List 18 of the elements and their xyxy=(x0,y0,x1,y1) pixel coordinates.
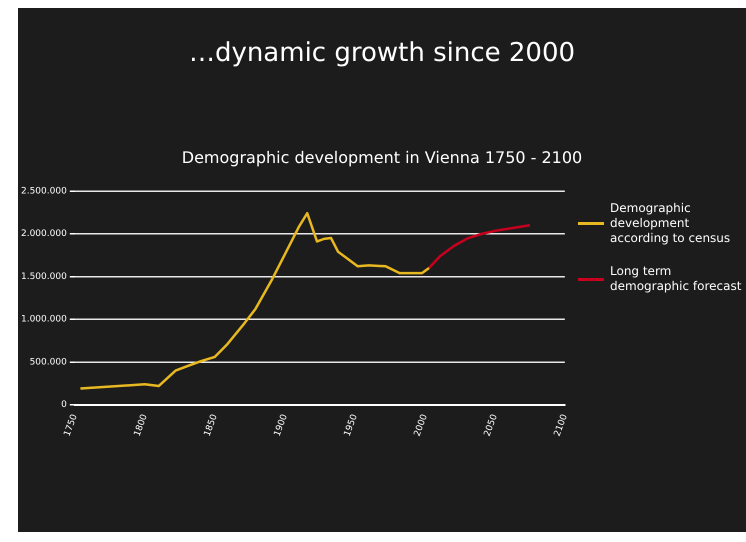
x-tick-label: 1750 xyxy=(62,412,80,438)
x-tick-label: 1800 xyxy=(132,412,150,438)
y-tick-label: 500.000 xyxy=(30,357,68,368)
y-tick-label: 0 xyxy=(61,400,68,410)
chart-subtitle: Demographic development in Vienna 1750 - 2100 xyxy=(180,147,584,169)
x-tick-label: 1900 xyxy=(272,412,290,438)
x-tick-label: 1950 xyxy=(342,412,360,438)
x-tick-label: 1850 xyxy=(202,412,220,438)
x-tick-label: 2050 xyxy=(482,412,500,438)
x-tick-label: 2000 xyxy=(412,412,430,438)
x-tick-label: 2100 xyxy=(552,412,570,438)
y-tick-label: 1.000.000 xyxy=(20,314,68,325)
y-tick-label: 1.500.000 xyxy=(20,272,68,282)
legend-label: Long term demographic forecast xyxy=(610,264,742,294)
chart-title: …dynamic growth since 2000 xyxy=(188,37,576,70)
legend-label: Demographic development according to census xyxy=(610,201,732,246)
y-tick-label: 2.000.000 xyxy=(20,229,68,240)
y-tick-label: 2.500.000 xyxy=(20,186,68,196)
